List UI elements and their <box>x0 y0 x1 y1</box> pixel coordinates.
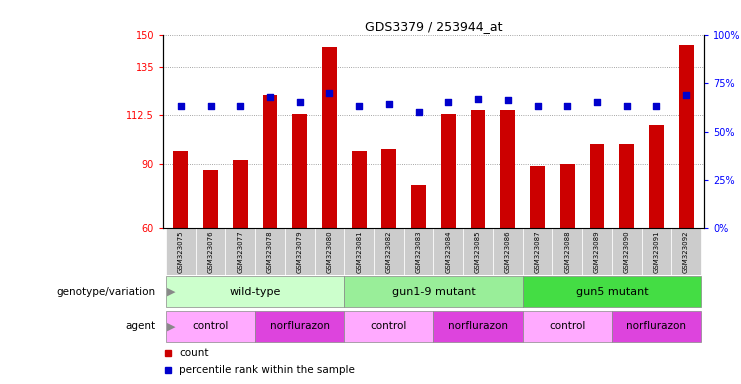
Text: ▶: ▶ <box>167 321 175 331</box>
Bar <box>166 228 196 275</box>
Point <box>324 90 336 96</box>
Point <box>621 103 633 109</box>
Text: control: control <box>549 321 585 331</box>
Text: GSM323075: GSM323075 <box>178 230 184 273</box>
Point <box>234 103 246 109</box>
Text: gun5 mutant: gun5 mutant <box>576 287 648 297</box>
Bar <box>642 228 671 275</box>
Text: GSM323089: GSM323089 <box>594 230 600 273</box>
Bar <box>173 151 188 228</box>
Title: GDS3379 / 253944_at: GDS3379 / 253944_at <box>365 20 502 33</box>
Bar <box>522 276 701 307</box>
Bar <box>225 228 255 275</box>
Text: control: control <box>193 321 229 331</box>
Text: ▶: ▶ <box>167 287 175 297</box>
Text: GSM323088: GSM323088 <box>564 230 571 273</box>
Bar <box>433 311 522 342</box>
Point <box>531 103 543 109</box>
Bar <box>530 166 545 228</box>
Bar <box>441 114 456 228</box>
Text: GSM323082: GSM323082 <box>386 230 392 273</box>
Bar <box>522 311 612 342</box>
Bar <box>315 228 345 275</box>
Point <box>651 103 662 109</box>
Point <box>442 99 454 106</box>
Bar <box>292 114 308 228</box>
Text: GSM323083: GSM323083 <box>416 230 422 273</box>
Text: GSM323078: GSM323078 <box>267 230 273 273</box>
Bar <box>345 311 433 342</box>
Bar <box>345 228 374 275</box>
Bar <box>352 151 367 228</box>
Bar <box>649 125 664 228</box>
Text: GSM323092: GSM323092 <box>683 230 689 273</box>
Point <box>294 99 306 106</box>
Bar <box>559 164 575 228</box>
Bar <box>196 228 225 275</box>
Bar <box>619 144 634 228</box>
Bar <box>433 228 463 275</box>
Bar <box>233 159 247 228</box>
Text: GSM323087: GSM323087 <box>534 230 540 273</box>
Text: control: control <box>370 321 407 331</box>
Bar <box>255 311 345 342</box>
Point <box>561 103 573 109</box>
Bar <box>262 95 277 228</box>
Bar <box>612 311 701 342</box>
Bar <box>671 228 701 275</box>
Bar <box>552 228 582 275</box>
Text: genotype/variation: genotype/variation <box>56 287 156 297</box>
Text: wild-type: wild-type <box>230 287 281 297</box>
Text: GSM323084: GSM323084 <box>445 230 451 273</box>
Text: GSM323085: GSM323085 <box>475 230 481 273</box>
Text: gun1-9 mutant: gun1-9 mutant <box>391 287 476 297</box>
Bar <box>285 228 315 275</box>
Bar <box>404 228 433 275</box>
Text: GSM323080: GSM323080 <box>327 230 333 273</box>
Point <box>591 99 603 106</box>
Bar <box>500 110 515 228</box>
Text: GSM323086: GSM323086 <box>505 230 511 273</box>
Text: GSM323081: GSM323081 <box>356 230 362 273</box>
Point <box>472 96 484 102</box>
Point <box>413 109 425 115</box>
Point <box>383 101 395 108</box>
Text: GSM323079: GSM323079 <box>296 230 303 273</box>
Bar <box>374 228 404 275</box>
Point <box>175 103 187 109</box>
Point <box>353 103 365 109</box>
Point <box>264 94 276 100</box>
Bar <box>166 276 345 307</box>
Text: GSM323090: GSM323090 <box>624 230 630 273</box>
Text: norflurazon: norflurazon <box>448 321 508 331</box>
Bar <box>522 228 552 275</box>
Bar <box>471 110 485 228</box>
Bar <box>382 149 396 228</box>
Point <box>502 98 514 104</box>
Point <box>680 92 692 98</box>
Text: GSM323091: GSM323091 <box>654 230 659 273</box>
Text: agent: agent <box>125 321 156 331</box>
Text: norflurazon: norflurazon <box>626 321 686 331</box>
Text: percentile rank within the sample: percentile rank within the sample <box>179 365 355 375</box>
Text: GSM323076: GSM323076 <box>207 230 213 273</box>
Bar <box>255 228 285 275</box>
Bar <box>345 276 522 307</box>
Bar <box>612 228 642 275</box>
Bar <box>411 185 426 228</box>
Bar <box>679 45 694 228</box>
Bar <box>590 144 605 228</box>
Bar <box>582 228 612 275</box>
Bar <box>322 48 337 228</box>
Bar <box>493 228 522 275</box>
Bar <box>463 228 493 275</box>
Bar <box>203 170 218 228</box>
Text: norflurazon: norflurazon <box>270 321 330 331</box>
Text: GSM323077: GSM323077 <box>237 230 243 273</box>
Text: count: count <box>179 348 209 359</box>
Bar <box>166 311 255 342</box>
Point <box>205 103 216 109</box>
